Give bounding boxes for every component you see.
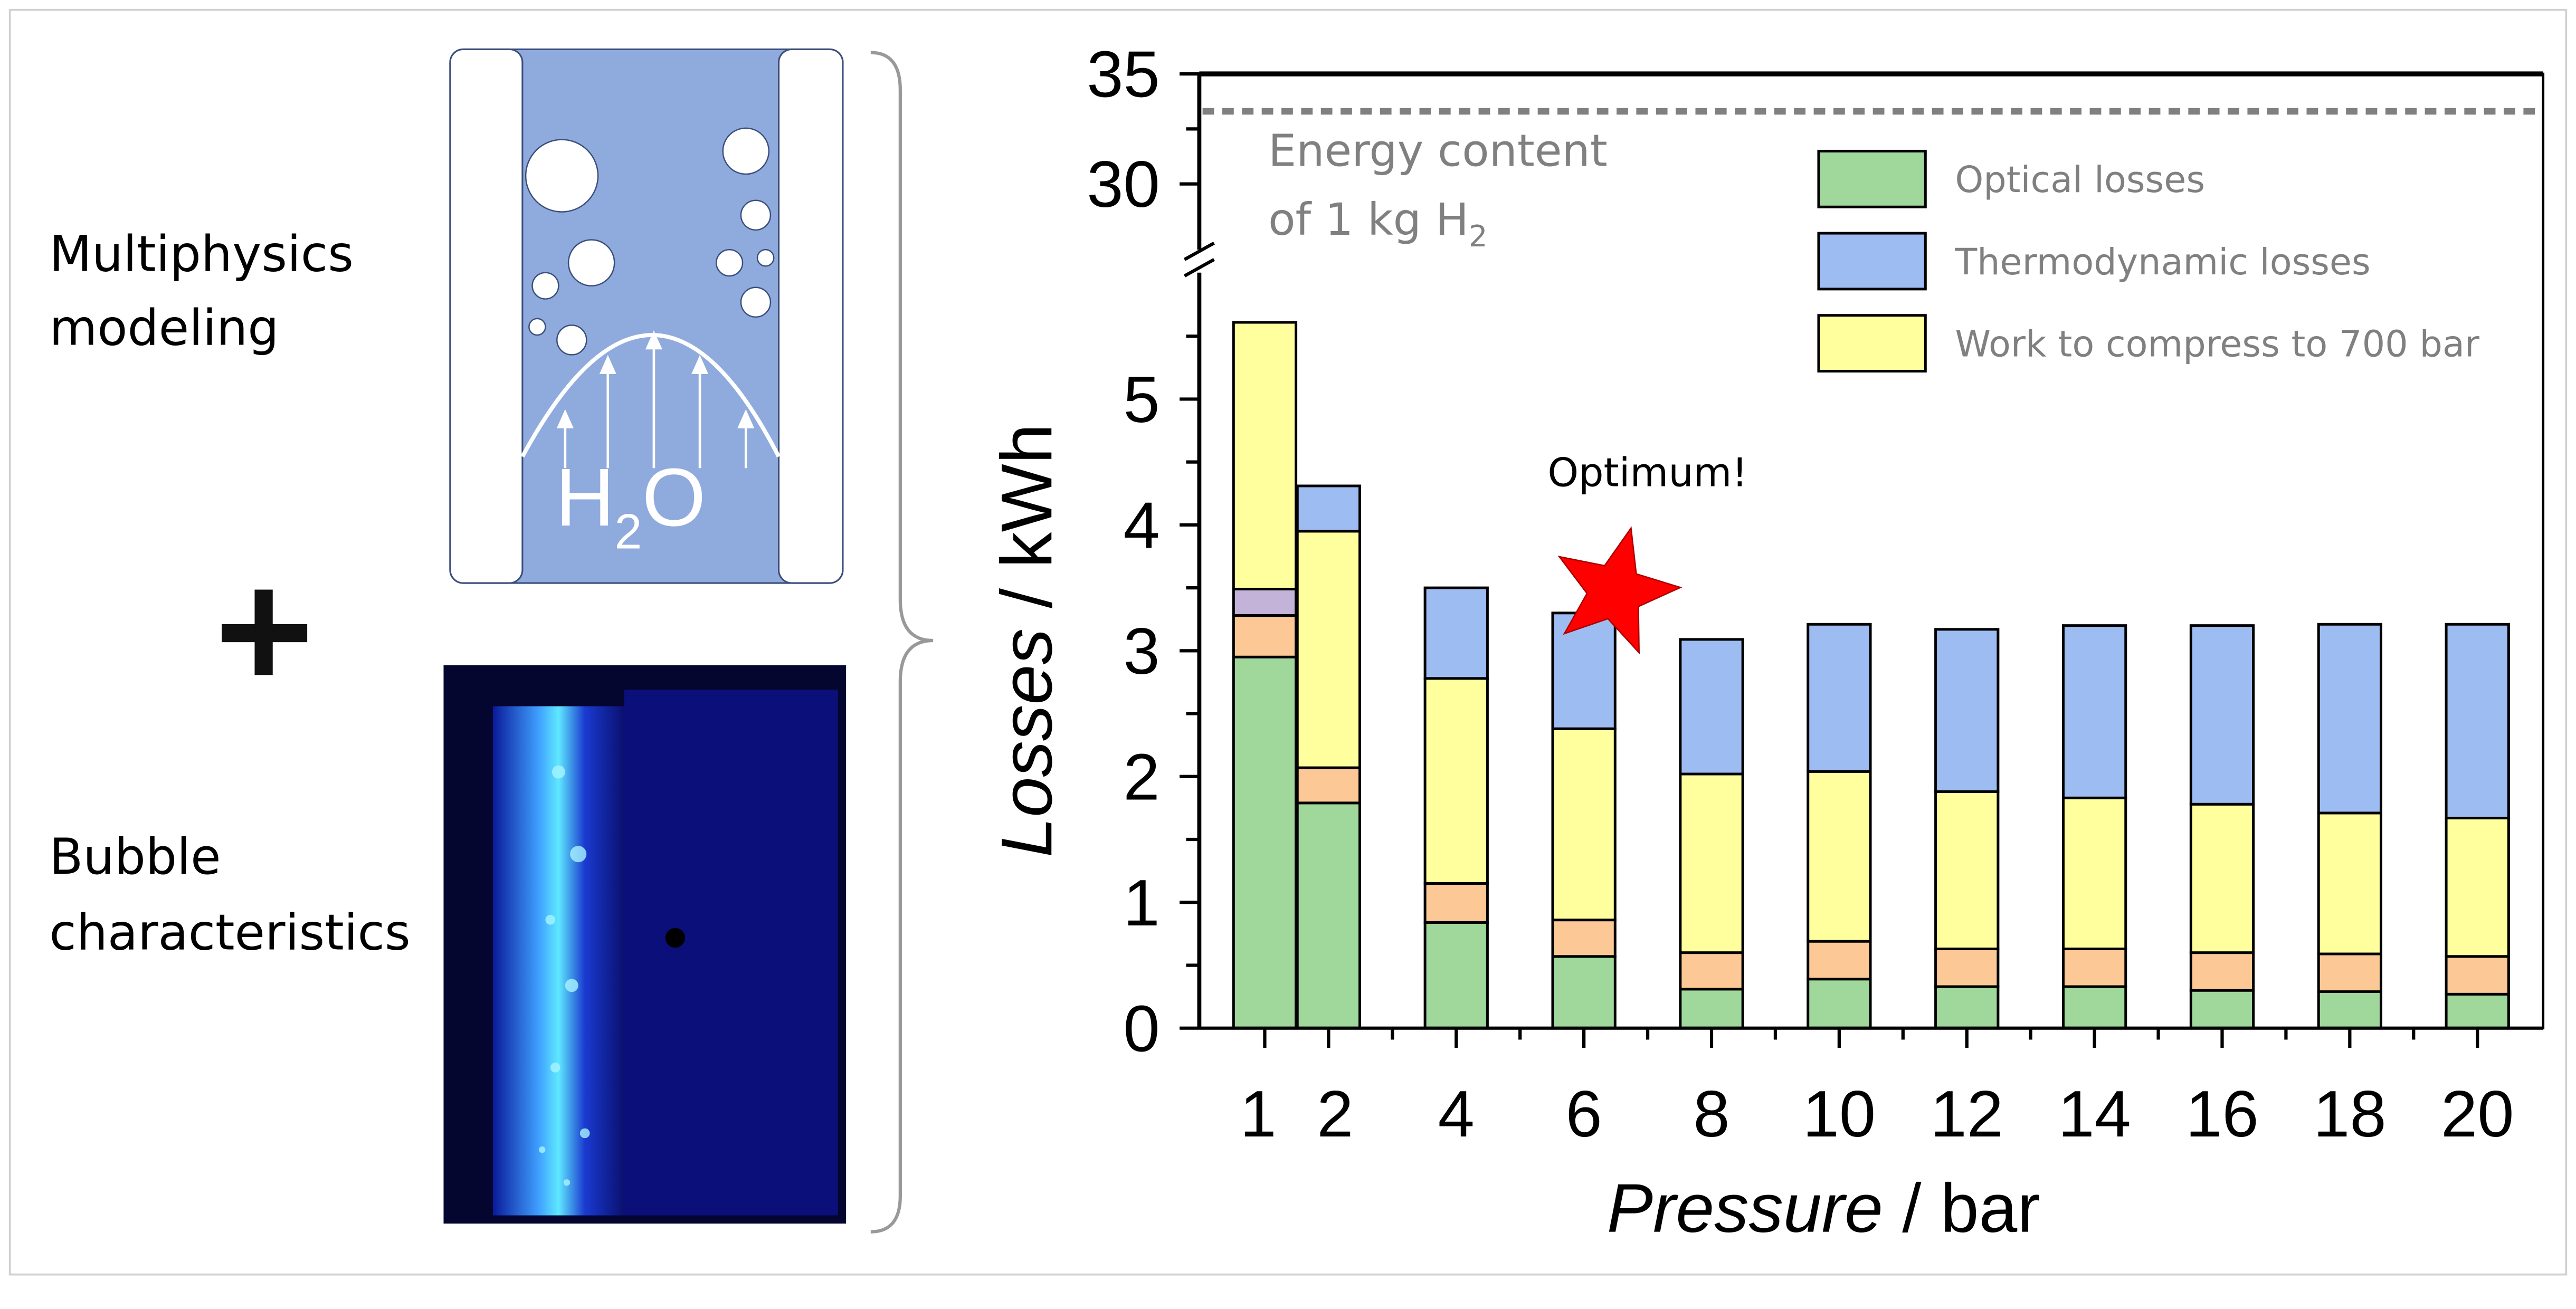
x-tick-label: 8 xyxy=(1693,1077,1729,1151)
bar-segment-thermodynamic-losses xyxy=(1679,638,1744,776)
bar-segment-optical-losses xyxy=(1551,955,1617,1030)
h2o-label: H2O xyxy=(555,451,706,559)
bar-segment-work-to-compress-to-700-bar xyxy=(1551,727,1617,922)
legend-swatch xyxy=(1817,149,1927,208)
bar-segment-optical-losses xyxy=(1934,985,2000,1030)
bar-segment-series-1 xyxy=(2445,955,2510,996)
x-tick-label: 16 xyxy=(2185,1077,2258,1151)
bar-segment-optical-losses xyxy=(1807,978,1872,1030)
plus-icon xyxy=(222,589,308,675)
y-tick-label: 0 xyxy=(1123,992,1159,1065)
brace-icon xyxy=(870,51,934,1234)
bar-segment-thermodynamic-losses xyxy=(2061,624,2127,799)
label-bubble: Bubble xyxy=(49,828,221,886)
reference-label-line1: Energy content xyxy=(1268,125,1608,176)
star-icon xyxy=(1557,526,1683,655)
velocity-arrows xyxy=(556,330,755,469)
bubble-photo xyxy=(443,665,847,1224)
x-tick-label: 12 xyxy=(1931,1077,2003,1151)
bar-segment-work-to-compress-to-700-bar xyxy=(1679,772,1744,954)
y-tick-label: 5 xyxy=(1123,363,1159,436)
x-tick-label: 20 xyxy=(2441,1077,2514,1151)
x-tick-label: 6 xyxy=(1566,1077,1602,1151)
y-axis-label: Losses / kWh xyxy=(986,424,1067,857)
axis-break-mark xyxy=(1183,258,1215,278)
bar-segment-series-1 xyxy=(2317,952,2382,993)
bar-segment-work-to-compress-to-700-bar xyxy=(2061,796,2127,950)
bar-segment-series-1 xyxy=(1296,766,1362,805)
bar-segment-series-2 xyxy=(1232,588,1298,617)
reference-label-line2: of 1 kg H2 xyxy=(1268,194,1487,254)
bar-segment-series-1 xyxy=(1551,919,1617,958)
bar-segment-series-1 xyxy=(1679,951,1744,991)
x-tick-label: 2 xyxy=(1317,1077,1353,1151)
bar-segment-work-to-compress-to-700-bar xyxy=(1232,321,1298,590)
bar-segment-work-to-compress-to-700-bar xyxy=(1934,790,2000,950)
bar-segment-series-1 xyxy=(1807,940,1872,981)
annotation-text: Optimum! xyxy=(1547,450,1747,495)
x-tick-label: 10 xyxy=(1803,1077,1876,1151)
bar-segment-work-to-compress-to-700-bar xyxy=(2317,811,2382,956)
bar-segment-thermodynamic-losses xyxy=(1296,484,1362,533)
bubble-icons xyxy=(525,127,775,356)
bar-segment-optical-losses xyxy=(1423,921,1489,1030)
bar-segment-thermodynamic-losses xyxy=(1423,586,1489,680)
x-axis-label: Pressure / bar xyxy=(1607,1170,2040,1247)
bar-segment-work-to-compress-to-700-bar xyxy=(1807,770,1872,943)
label-multiphysics: Multiphysics xyxy=(49,226,354,283)
bar-segment-work-to-compress-to-700-bar xyxy=(1296,530,1362,769)
bar-segment-thermodynamic-losses xyxy=(1934,628,2000,793)
bar-segment-optical-losses xyxy=(2445,992,2510,1030)
bar-segment-thermodynamic-losses xyxy=(2317,623,2382,815)
bar-segment-optical-losses xyxy=(2189,989,2255,1030)
legend-label: Optical losses xyxy=(1955,159,2205,201)
bar-segment-work-to-compress-to-700-bar xyxy=(2189,802,2255,954)
bar-segment-optical-losses xyxy=(2061,985,2127,1030)
bar-segment-series-1 xyxy=(2189,951,2255,992)
bar-segment-series-1 xyxy=(1232,614,1298,658)
bar-segment-optical-losses xyxy=(1679,988,1744,1030)
bar-segment-thermodynamic-losses xyxy=(2189,624,2255,806)
x-tick-label: 4 xyxy=(1438,1077,1475,1151)
y-tick-label: 4 xyxy=(1123,489,1159,562)
multiphysics-schematic: H2O xyxy=(449,48,844,584)
y-tick-label: 35 xyxy=(1087,38,1159,111)
legend-swatch xyxy=(1817,232,1927,291)
bar-segment-work-to-compress-to-700-bar xyxy=(2445,816,2510,958)
bar-segment-thermodynamic-losses xyxy=(2445,623,2510,819)
bar-segment-series-1 xyxy=(1423,882,1489,924)
bar-segment-series-1 xyxy=(1934,947,2000,988)
y-tick-label: 30 xyxy=(1087,148,1159,221)
x-tick-label: 18 xyxy=(2313,1077,2386,1151)
bar-segment-thermodynamic-losses xyxy=(1807,623,1872,773)
x-tick-label: 14 xyxy=(2058,1077,2131,1151)
y-tick-label: 2 xyxy=(1123,740,1159,814)
y-tick-label: 3 xyxy=(1123,615,1159,688)
label-characteristics: characteristics xyxy=(49,904,410,961)
bar-segment-thermodynamic-losses xyxy=(1551,611,1617,730)
bar-segment-optical-losses xyxy=(2317,990,2382,1030)
legend: Optical losses Thermodynamic losses Work t… xyxy=(1817,149,2480,373)
y-tick-label: 1 xyxy=(1123,866,1159,940)
label-modeling: modeling xyxy=(49,300,279,357)
legend-label: Work to compress to 700 bar xyxy=(1955,323,2480,366)
bar-segment-optical-losses xyxy=(1296,801,1362,1030)
bar-segment-work-to-compress-to-700-bar xyxy=(1423,677,1489,885)
axis-break-mark xyxy=(1183,242,1215,261)
legend-swatch xyxy=(1817,314,1927,373)
bar-segment-series-1 xyxy=(2061,947,2127,988)
x-tick-label: 1 xyxy=(1240,1077,1276,1151)
legend-label: Thermodynamic losses xyxy=(1954,241,2370,283)
bar-segment-optical-losses xyxy=(1232,655,1298,1030)
